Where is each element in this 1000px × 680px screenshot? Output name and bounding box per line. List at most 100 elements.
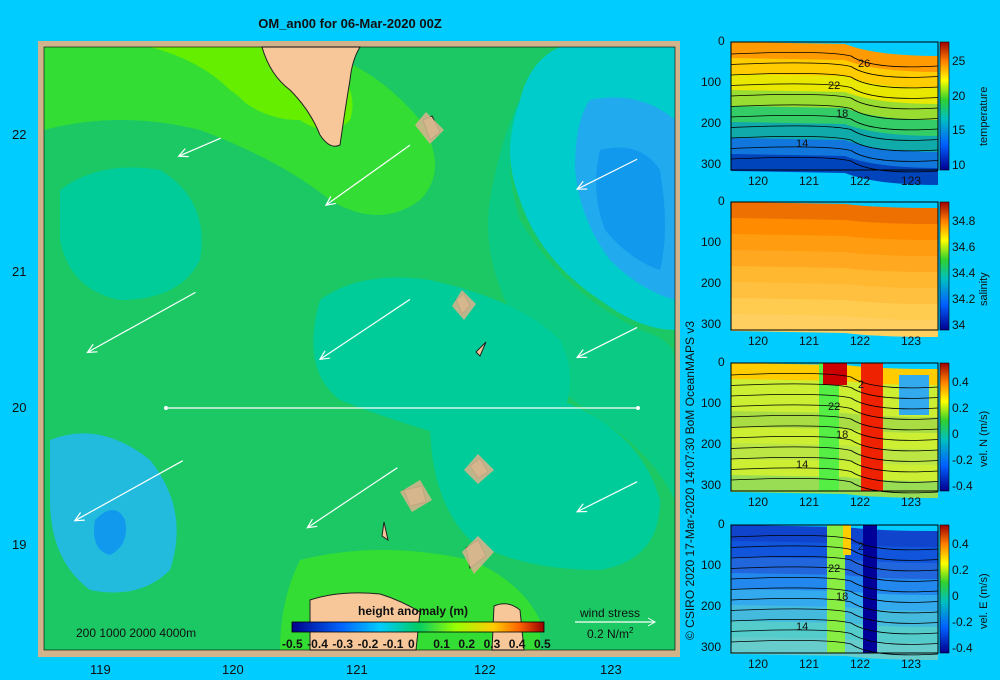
depth-tick: 100 [701, 75, 722, 89]
section-lon-tick: 122 [850, 657, 871, 671]
depth-tick: 300 [701, 640, 722, 654]
contour-label: 2 [858, 541, 865, 553]
lon-tick: 123 [600, 662, 622, 677]
contour-label: 18 [836, 591, 849, 603]
section-lon-tick: 121 [799, 334, 820, 348]
colorbar-tick: 34.4 [952, 266, 976, 280]
colorbar-title: height anomaly (m) [358, 604, 469, 618]
section-panel-0 [730, 41, 950, 185]
wind-vectors [73, 137, 638, 529]
contour-label: 18 [836, 108, 849, 120]
depth-tick: 0 [718, 194, 725, 208]
contour-label: 14 [796, 621, 809, 633]
colorbar-tick: 34 [952, 318, 966, 332]
depth-tick: 100 [701, 558, 722, 572]
wind-vector [73, 460, 184, 522]
map-border [43, 46, 676, 651]
lon-tick: 121 [346, 662, 368, 677]
section-lon-tick: 120 [748, 174, 769, 188]
section-panel-3 [730, 524, 950, 660]
section-lon-tick: 123 [901, 334, 922, 348]
lat-tick: 21 [12, 264, 27, 279]
section-lon-tick: 121 [799, 174, 820, 188]
section-lon-tick: 122 [850, 174, 871, 188]
section-lon-tick: 123 [901, 495, 922, 509]
lon-tick: 122 [474, 662, 496, 677]
colorbar-tick: -0.2 [952, 453, 973, 467]
colorbar-tick: 0 [952, 589, 959, 603]
lat-tick: 22 [12, 127, 27, 142]
section-lon-tick: 122 [850, 495, 871, 509]
depth-tick: 0 [718, 34, 725, 48]
colorbar-tick: -0.4 [952, 479, 973, 493]
lat-tick: 20 [12, 400, 27, 415]
colorbar-tick: 15 [952, 123, 966, 138]
height-anomaly-field [44, 47, 675, 650]
colorbar-tick: 34.6 [952, 240, 976, 254]
section-lon-tick: 120 [748, 334, 769, 348]
depth-tick: 200 [701, 599, 722, 613]
panel-label: salinity [978, 272, 990, 306]
colorbar-tick: -0.3 [332, 637, 354, 651]
section-lon-tick: 120 [748, 495, 769, 509]
contour-label: 22 [828, 80, 841, 92]
colorbar-tick: 10 [952, 158, 966, 172]
depth-tick: 0 [718, 517, 725, 531]
wind-vector [318, 298, 411, 361]
depth-tick: 300 [701, 157, 722, 171]
colorbar-tick: 0.2 [952, 563, 969, 577]
contour-label: 14 [796, 459, 809, 471]
lon-tick: 120 [222, 662, 244, 677]
colorbar-tick: 0.2 [952, 401, 969, 415]
land-mass [261, 46, 525, 651]
colorbar-tick: 34.8 [952, 214, 976, 228]
depth-tick: 200 [701, 276, 722, 290]
colorbar-tick: 20 [952, 88, 966, 103]
section-lon-tick: 123 [901, 174, 922, 188]
section-panel-2 [730, 362, 950, 498]
contour-label: 14 [796, 138, 809, 150]
wind-vector [86, 291, 196, 354]
section-lon-tick: 123 [901, 657, 922, 671]
contour-label: 2 [858, 379, 865, 391]
wind-vector [575, 326, 638, 359]
colorbar-tick: -0.2 [952, 615, 973, 629]
section-lon-tick: 121 [799, 495, 820, 509]
lon-tick: 119 [90, 662, 111, 677]
colorbar-tick: 34.2 [952, 292, 976, 306]
colorbar-tick: 0 [952, 427, 959, 441]
depth-tick: 300 [701, 478, 722, 492]
colorbar-tick: 0.2 [458, 637, 476, 651]
depth-tick: 200 [701, 437, 722, 451]
depth-tick: 0 [718, 355, 725, 369]
contour-label: 22 [828, 401, 841, 413]
colorbar-tick: -0.1 [382, 637, 404, 651]
section-lon-tick: 120 [748, 657, 769, 671]
colorbar-tick: 0.4 [952, 537, 969, 551]
panel-label: temperature [978, 86, 990, 146]
colorbar-tick: 25 [952, 54, 966, 68]
depth-tick: 100 [701, 235, 722, 249]
wind-vector [177, 137, 221, 158]
lat-tick: 19 [12, 537, 27, 552]
colorbar-tick: 0.5 [534, 637, 551, 651]
depth-tick: 100 [701, 396, 722, 410]
colorbar-tick: 0.4 [508, 637, 526, 651]
colorbar-tick: -0.4 [952, 641, 973, 655]
wind-stress-label: wind stress [580, 606, 641, 620]
wind-vector [575, 158, 638, 190]
wind-stress-scale: 0.2 N/m2 [587, 626, 634, 641]
section-lon-tick: 122 [850, 334, 871, 348]
colorbar-tick: 0 [408, 637, 415, 651]
colorbar-tick: -0.4 [307, 637, 328, 651]
colorbar-tick: -0.5 [282, 637, 303, 651]
colorbar-tick: 0.4 [952, 375, 969, 389]
colorbar-tick: -0.2 [357, 637, 379, 651]
land-shelf [400, 112, 494, 574]
section-panel-1 [730, 201, 950, 337]
wind-vector [324, 144, 411, 206]
contour-label: 26 [858, 58, 871, 70]
contour-label: 22 [828, 563, 841, 575]
wind-vector [306, 467, 398, 529]
